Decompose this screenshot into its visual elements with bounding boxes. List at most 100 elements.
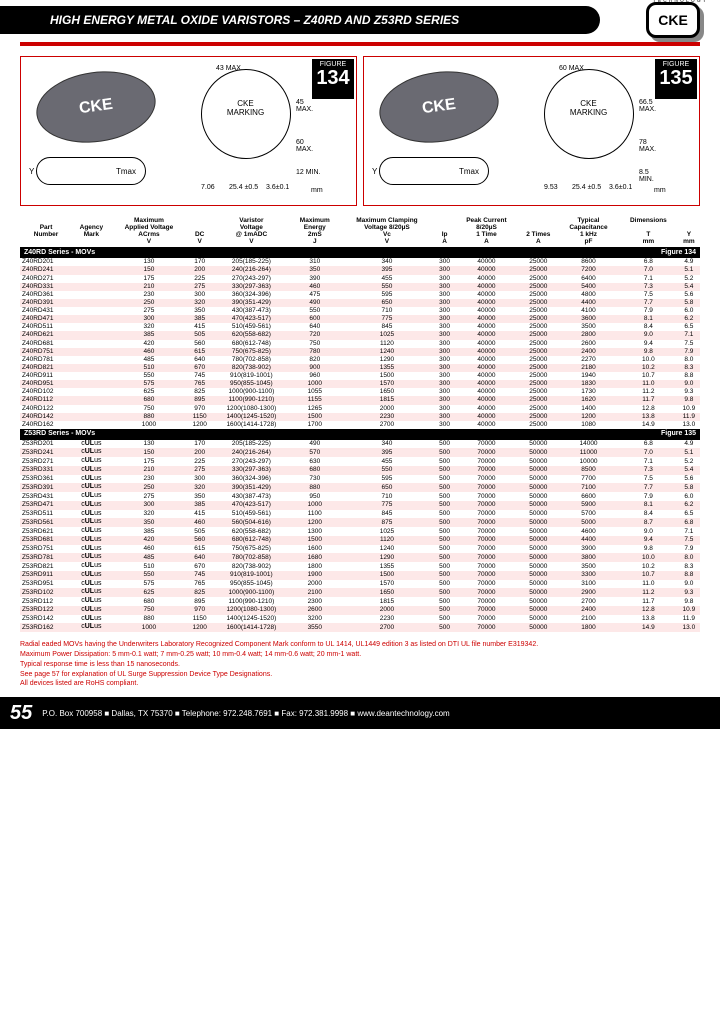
cell: 50000 — [519, 571, 558, 580]
part-number: Z53RD271 — [20, 457, 72, 466]
cell: 240(216-264) — [212, 266, 290, 274]
cell — [72, 356, 111, 364]
cell: 70000 — [454, 483, 518, 492]
cell — [72, 396, 111, 404]
table-row: Z40RD781485640780(702-858)82012903004000… — [20, 356, 700, 364]
cell: 13.8 — [619, 413, 678, 421]
cell: 680 — [111, 396, 188, 404]
cell: 950(855-1045) — [212, 580, 290, 589]
cell: 350 — [187, 492, 212, 501]
cell: 70000 — [454, 518, 518, 527]
note-line: Maximum Power Dissipation: 5 mm-0.1 watt… — [20, 650, 700, 660]
cell: 9.8 — [678, 597, 700, 606]
cell: 40000 — [454, 283, 518, 291]
cell: cULus — [72, 518, 111, 527]
cell: 70000 — [454, 501, 518, 510]
cell: 500 — [435, 536, 454, 545]
cell: 250 — [111, 299, 188, 307]
cell: 3900 — [558, 545, 619, 554]
cell: 500 — [435, 606, 454, 615]
cell: 310 — [291, 258, 339, 266]
cell: 50000 — [519, 475, 558, 484]
cell: 40000 — [454, 388, 518, 396]
cell: 9.0 — [678, 580, 700, 589]
page-number: 55 — [0, 702, 42, 725]
cell — [72, 421, 111, 429]
dim-unit: mm — [654, 187, 666, 194]
cell: 70000 — [454, 562, 518, 571]
section-figref: Figure 135 — [619, 429, 700, 440]
cell: 3500 — [558, 323, 619, 331]
col-header: VaristorVoltage@ 1mADCV — [212, 216, 290, 247]
cell: 50000 — [519, 448, 558, 457]
cell: cULus — [72, 597, 111, 606]
cell: 1815 — [339, 597, 435, 606]
cell: 620(558-682) — [212, 331, 290, 339]
cell: 1025 — [339, 527, 435, 536]
cell: 1300 — [291, 527, 339, 536]
cell: 845 — [339, 510, 435, 519]
figures-row: FIGURE 134 CKE CKE MARKING 43 MAX. 45 MA… — [20, 56, 700, 206]
cell: 50000 — [519, 588, 558, 597]
cell: 50000 — [519, 553, 558, 562]
cell: 40000 — [454, 266, 518, 274]
cell: 2230 — [339, 413, 435, 421]
cell: 25000 — [519, 307, 558, 315]
cell: 2230 — [339, 615, 435, 624]
cell: 1355 — [339, 562, 435, 571]
cell: 225 — [187, 457, 212, 466]
cell: 7.7 — [619, 483, 678, 492]
cell: 485 — [111, 356, 188, 364]
cell: 7.5 — [678, 536, 700, 545]
cell: 750(675-825) — [212, 348, 290, 356]
cell: 9.3 — [678, 588, 700, 597]
cell: 340 — [339, 258, 435, 266]
cell: 205(185-225) — [212, 440, 290, 449]
cell: 6400 — [558, 275, 619, 283]
cell: 40000 — [454, 396, 518, 404]
cell: 70000 — [454, 580, 518, 589]
part-number: Z40RD951 — [20, 380, 72, 388]
cell: 475 — [291, 291, 339, 299]
cell: 10.9 — [678, 405, 700, 413]
cell: 50000 — [519, 527, 558, 536]
y-label: Y — [372, 167, 377, 176]
cell: 300 — [187, 475, 212, 484]
cell: 25000 — [519, 380, 558, 388]
cell: 9.0 — [678, 380, 700, 388]
marking-text: CKE MARKING — [566, 99, 611, 117]
cell: 1200 — [291, 518, 339, 527]
cell: 40000 — [454, 258, 518, 266]
cell: 1400(1245-1520) — [212, 413, 290, 421]
cell: 680 — [291, 466, 339, 475]
cell: 9.3 — [678, 388, 700, 396]
cell: 70000 — [454, 623, 518, 632]
cell: 550 — [339, 283, 435, 291]
cell: 14.9 — [619, 623, 678, 632]
cell: 70000 — [454, 527, 518, 536]
col-header: Ymm — [678, 216, 700, 247]
cell: 8.7 — [619, 518, 678, 527]
cell: 5.1 — [678, 266, 700, 274]
table-row: Z53RD241cULus150200240(216-264)570395500… — [20, 448, 700, 457]
cell: 10.2 — [619, 364, 678, 372]
part-number: Z53RD951 — [20, 580, 72, 589]
cell: 1150 — [187, 615, 212, 624]
part-number: Z40RD471 — [20, 315, 72, 323]
cell: 1830 — [558, 380, 619, 388]
cell: 70000 — [454, 492, 518, 501]
table-row: Z40RD241150200240(216-264)35039530040000… — [20, 266, 700, 274]
cell: 500 — [435, 483, 454, 492]
cell: 300 — [435, 364, 454, 372]
cell: 745 — [187, 372, 212, 380]
table-row: Z40RD951575765950(855-1045)1000157030040… — [20, 380, 700, 388]
note-line: See page 57 for explanation of UL Surge … — [20, 670, 700, 680]
cell — [72, 340, 111, 348]
cell: 7.3 — [619, 283, 678, 291]
cell: 6.5 — [678, 323, 700, 331]
part-number: Z40RD621 — [20, 331, 72, 339]
cell: 1570 — [339, 580, 435, 589]
cell: 275 — [111, 492, 188, 501]
cell: 500 — [435, 623, 454, 632]
cell — [72, 258, 111, 266]
